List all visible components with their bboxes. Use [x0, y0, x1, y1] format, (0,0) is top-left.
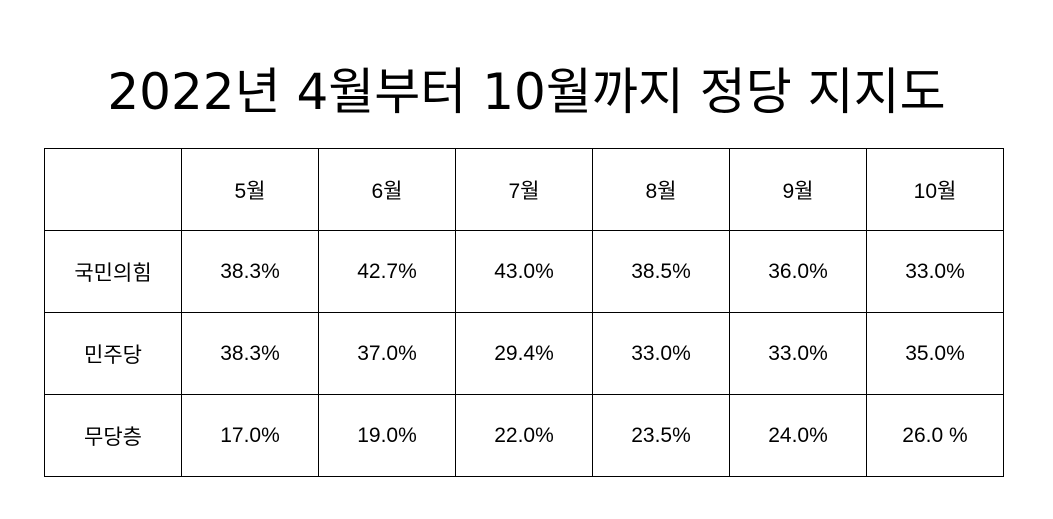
table-cell: 43.0% — [455, 230, 593, 313]
table-cell: 42.7% — [318, 230, 456, 313]
table-cell: 33.0% — [592, 312, 730, 395]
column-header-october: 10월 — [866, 148, 1004, 231]
table-cell: 19.0% — [318, 394, 456, 477]
table-cell: 33.0% — [729, 312, 867, 395]
column-header-june: 6월 — [318, 148, 456, 231]
table-cell: 17.0% — [181, 394, 319, 477]
table-cell: 23.5% — [592, 394, 730, 477]
table-cell: 26.0 % — [866, 394, 1004, 477]
table-cell: 38.3% — [181, 230, 319, 313]
table-cell: 38.3% — [181, 312, 319, 395]
row-header-democratic: 민주당 — [44, 312, 182, 395]
table-corner-cell — [44, 148, 182, 231]
party-support-table: 5월 6월 7월 8월 9월 10월 국민의힘 38.3% 42.7% 43.0… — [44, 148, 1004, 477]
table-cell: 37.0% — [318, 312, 456, 395]
table-cell: 38.5% — [592, 230, 730, 313]
row-header-ppp: 국민의힘 — [44, 230, 182, 313]
column-header-september: 9월 — [729, 148, 867, 231]
table-cell: 36.0% — [729, 230, 867, 313]
table-cell: 24.0% — [729, 394, 867, 477]
table-row: 민주당 38.3% 37.0% 29.4% 33.0% 33.0% 35.0% — [44, 312, 1004, 395]
table-cell: 29.4% — [455, 312, 593, 395]
table-cell: 35.0% — [866, 312, 1004, 395]
column-header-august: 8월 — [592, 148, 730, 231]
table-cell: 22.0% — [455, 394, 593, 477]
row-header-independent: 무당층 — [44, 394, 182, 477]
table-row: 무당층 17.0% 19.0% 22.0% 23.5% 24.0% 26.0 % — [44, 394, 1004, 477]
page-title: 2022년 4월부터 10월까지 정당 지지도 — [107, 63, 946, 121]
table-cell: 33.0% — [866, 230, 1004, 313]
column-header-july: 7월 — [455, 148, 593, 231]
column-header-may: 5월 — [181, 148, 319, 231]
table-row: 국민의힘 38.3% 42.7% 43.0% 38.5% 36.0% 33.0% — [44, 230, 1004, 313]
table-header-row: 5월 6월 7월 8월 9월 10월 — [44, 148, 1004, 231]
